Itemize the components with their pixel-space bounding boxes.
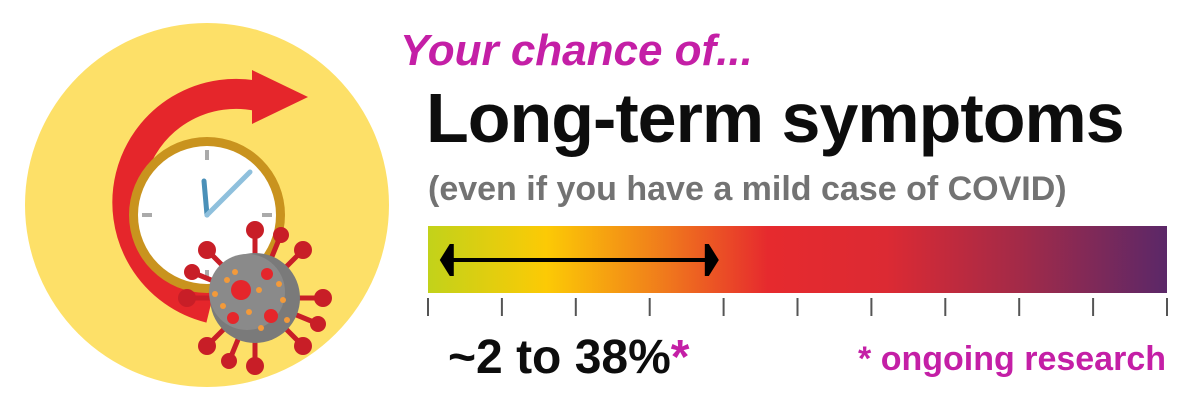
virus-icon bbox=[178, 221, 332, 375]
subtitle: (even if you have a mild case of COVID) bbox=[428, 170, 1067, 208]
scale-ticks bbox=[427, 298, 1168, 316]
range-cap-left bbox=[439, 244, 454, 276]
arrow-head-icon bbox=[252, 70, 308, 124]
long-covid-clock-virus-icon bbox=[25, 23, 389, 387]
page-title: Long-term symptoms bbox=[426, 79, 1125, 157]
range-cap-right bbox=[704, 244, 719, 276]
risk-range-bracket bbox=[439, 244, 719, 276]
research-asterisk: * bbox=[670, 331, 690, 384]
risk-scale bbox=[427, 226, 1168, 316]
kicker-text: Your chance of... bbox=[400, 26, 753, 75]
footnote: * ongoing research bbox=[858, 340, 1166, 378]
risk-range-text: ~2 to 38% bbox=[448, 331, 671, 384]
risk-result: ~2 to 38%* bbox=[448, 330, 689, 385]
circular-arrow-icon bbox=[112, 78, 266, 323]
